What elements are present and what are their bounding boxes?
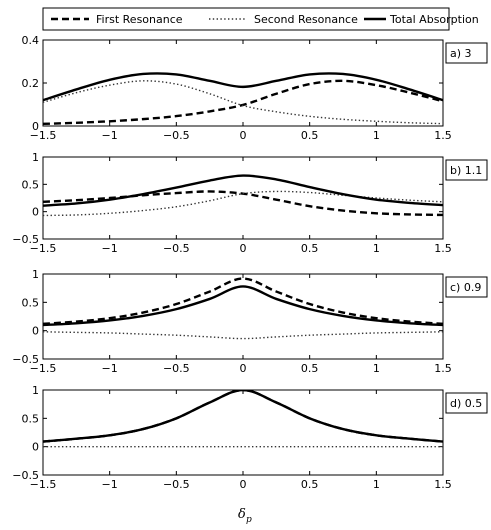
panel-0-xtick-label-6: 1.5: [434, 129, 452, 142]
panel-3-xtick-label-3: 0: [240, 478, 247, 491]
panel-2-ytick-label-2: 0.5: [22, 296, 40, 309]
panel-3-tag: d) 0.5: [450, 397, 482, 410]
panel-1-ytick-label-2: 0.5: [22, 178, 40, 191]
panel-1-xtick-label-3: 0: [240, 242, 247, 255]
panel-2-xtick-label-0: −1.5: [30, 362, 57, 375]
panel-2-tag-box: [445, 276, 488, 298]
panel-2-xtick-label-3: 0: [240, 362, 247, 375]
panel-0-ytick-label-1: 0.2: [22, 77, 40, 90]
panel-2: −1.5 −1 −0.5 0 0.5 1 1.5 −0.5 0 0.5 1 c) 0.9: [12, 268, 488, 375]
panel-3-xtick-label-0: −1.5: [30, 478, 57, 491]
panel-3: −1.5 −1 −0.5 0 0.5 1 1.5 −0.5 0 0.5 1 d) 0.5: [12, 384, 488, 491]
legend-frame: [42, 7, 450, 31]
panel-0-xtick-label-3: 0: [240, 129, 247, 142]
panel-3-ytick-label-1: 0: [32, 441, 39, 454]
panel-2-ytick-label-1: 0: [32, 325, 39, 338]
panel-2-xtick-label-1: −1: [102, 362, 118, 375]
panel-0-xtick-label-0: −1.5: [30, 129, 57, 142]
panel-0-ytick-label-2: 0.4: [22, 34, 40, 47]
panel-0-series-second-resonance: [43, 80, 443, 125]
panel-0-xtick-label-5: 1: [373, 129, 380, 142]
panel-1-ytick-label-3: 1: [32, 151, 39, 164]
panel-1-xtick-label-0: −1.5: [30, 242, 57, 255]
panel-1-xtick-label-1: −1: [102, 242, 118, 255]
panel-1-xtick-label-6: 1.5: [434, 242, 452, 255]
panel-2-frame: [42, 273, 444, 360]
panel-1: −1.5 −1 −0.5 0 0.5 1 1.5 −0.5 0 0.5 1 b) 1.1: [12, 151, 488, 255]
panel-3-xtick-label-1: −1: [102, 478, 118, 491]
panel-2-series-first-resonance: [43, 277, 443, 326]
panel-1-ytick-label-1: 0: [32, 206, 39, 219]
panel-3-xtick-label-6: 1.5: [434, 478, 452, 491]
panel-3-series-total-absorption: [43, 390, 443, 443]
panel-3-tag-box: [445, 392, 488, 414]
panels-container: −1.5 −1 −0.5 0 0.5 1 1.5 0 0.2 0.4 a) 3 −1.5 −1 −0.5 0…: [12, 34, 488, 491]
panel-2-ytick-label-0: −0.5: [12, 353, 39, 366]
legend: First Resonance Second Resonance Total A…: [42, 7, 479, 31]
panel-0-frame: [42, 39, 444, 127]
panel-1-tag-box: [445, 159, 488, 181]
panel-1-ytick-label-0: −0.5: [12, 233, 39, 246]
panel-3-xtick-label-5: 1: [373, 478, 380, 491]
panel-2-xtick-label-5: 1: [373, 362, 380, 375]
panel-1-xtick-label-4: 0.5: [301, 242, 319, 255]
panel-1-series-second-resonance: [43, 190, 443, 217]
panel-3-xtick-label-4: 0.5: [301, 478, 319, 491]
panel-1-xtick-label-5: 1: [373, 242, 380, 255]
panel-0-xtick-label-1: −1: [102, 129, 118, 142]
x-axis-label: δ: [238, 507, 246, 522]
panel-0-xtick-label-4: 0.5: [301, 129, 319, 142]
panel-3-xtick-label-2: −0.5: [163, 478, 190, 491]
panel-1-tag: b) 1.1: [450, 164, 482, 177]
panel-1-xtick-label-2: −0.5: [163, 242, 190, 255]
panel-2-xtick-label-4: 0.5: [301, 362, 319, 375]
legend-label-first-resonance: First Resonance: [96, 13, 183, 26]
panel-3-frame: [42, 389, 444, 476]
x-axis-label-subscript: p: [246, 515, 252, 525]
panel-3-ytick-label-3: 1: [32, 384, 39, 397]
legend-label-second-resonance: Second Resonance: [254, 13, 358, 26]
legend-label-total-absorption: Total Absorption: [389, 13, 479, 26]
panel-2-xtick-label-2: −0.5: [163, 362, 190, 375]
panel-0-tag-box: [445, 42, 488, 64]
panel-2-tag: c) 0.9: [450, 281, 481, 294]
panel-0-ytick-label-0: 0: [32, 120, 39, 133]
panel-2-ytick-label-3: 1: [32, 268, 39, 281]
panel-2-series-total-absorption: [43, 285, 443, 327]
panel-2-xtick-label-6: 1.5: [434, 362, 452, 375]
panel-3-ytick-label-0: −0.5: [12, 469, 39, 482]
panel-1-series-total-absorption: [43, 174, 443, 207]
panel-0: −1.5 −1 −0.5 0 0.5 1 1.5 0 0.2 0.4 a) 3: [22, 34, 488, 142]
panel-0-xtick-label-2: −0.5: [163, 129, 190, 142]
panel-0-tag: a) 3: [450, 47, 472, 60]
panel-0-series-total-absorption: [43, 72, 443, 102]
panel-3-ytick-label-2: 0.5: [22, 412, 40, 425]
